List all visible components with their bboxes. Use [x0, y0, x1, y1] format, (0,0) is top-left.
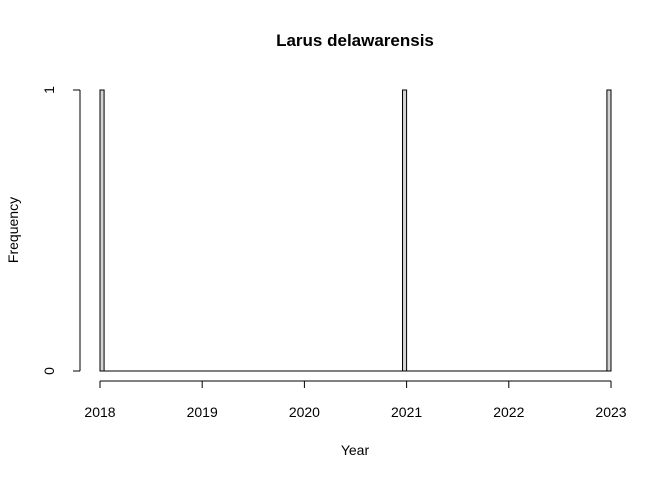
- y-tick-label: 1: [41, 86, 57, 94]
- y-axis: 01: [41, 86, 81, 375]
- chart-title: Larus delawarensis: [276, 31, 434, 50]
- histogram-bar: [99, 89, 105, 372]
- x-tick-label: 2019: [187, 404, 218, 420]
- x-axis: 2018 2019 2020 2021 2022 2023: [84, 380, 627, 420]
- histogram-bar: [402, 89, 408, 372]
- x-tick-label: 2018: [84, 404, 115, 420]
- x-tick-label: 2022: [493, 404, 524, 420]
- histogram-bars: [99, 89, 612, 372]
- x-tick-label: 2023: [595, 404, 626, 420]
- x-tick-label: 2020: [289, 404, 320, 420]
- x-tick-label: 2021: [391, 404, 422, 420]
- x-axis-label: Year: [341, 442, 370, 458]
- y-axis-label: Frequency: [5, 197, 21, 263]
- histogram-bar: [606, 89, 612, 372]
- y-tick-label: 0: [41, 367, 57, 375]
